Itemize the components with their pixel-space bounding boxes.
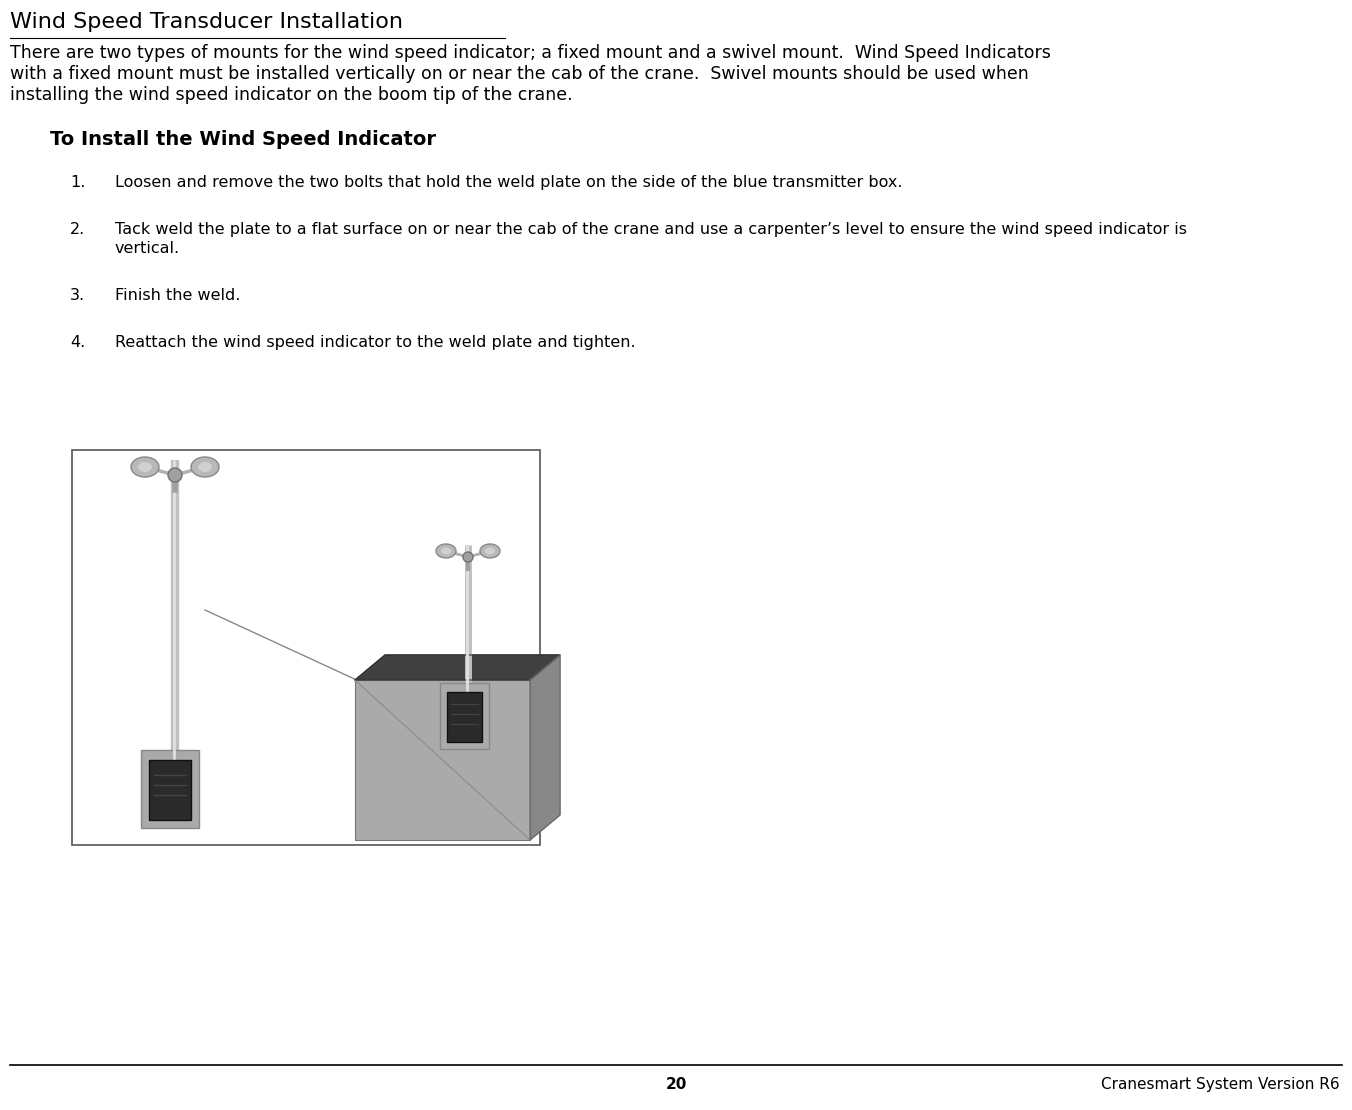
Text: 20: 20 xyxy=(665,1077,687,1092)
Text: Finish the weld.: Finish the weld. xyxy=(115,287,241,303)
Circle shape xyxy=(168,468,183,482)
Text: Loosen and remove the two bolts that hold the weld plate on the side of the blue: Loosen and remove the two bolts that hol… xyxy=(115,175,903,190)
Ellipse shape xyxy=(191,457,219,477)
Circle shape xyxy=(462,552,473,562)
Ellipse shape xyxy=(435,544,456,558)
Ellipse shape xyxy=(131,457,160,477)
Text: vertical.: vertical. xyxy=(115,241,180,256)
Bar xyxy=(439,683,489,749)
Text: 2.: 2. xyxy=(70,222,85,238)
Polygon shape xyxy=(530,655,560,840)
Text: There are two types of mounts for the wind speed indicator; a fixed mount and a : There are two types of mounts for the wi… xyxy=(9,44,1051,62)
Bar xyxy=(149,760,191,820)
Text: 1.: 1. xyxy=(70,175,85,190)
Text: Cranesmart System Version R6: Cranesmart System Version R6 xyxy=(1102,1077,1340,1092)
Bar xyxy=(72,450,539,845)
Text: 3.: 3. xyxy=(70,287,85,303)
Text: Tack weld the plate to a flat surface on or near the cab of the crane and use a : Tack weld the plate to a flat surface on… xyxy=(115,222,1187,238)
Text: Wind Speed Transducer Installation: Wind Speed Transducer Installation xyxy=(9,12,403,32)
Text: Reattach the wind speed indicator to the weld plate and tighten.: Reattach the wind speed indicator to the… xyxy=(115,335,635,350)
Bar xyxy=(356,680,530,840)
Ellipse shape xyxy=(485,547,495,555)
Text: installing the wind speed indicator on the boom tip of the crane.: installing the wind speed indicator on t… xyxy=(9,85,573,104)
Text: with a fixed mount must be installed vertically on or near the cab of the crane.: with a fixed mount must be installed ver… xyxy=(9,65,1029,83)
Bar xyxy=(141,750,199,828)
Ellipse shape xyxy=(480,544,500,558)
Polygon shape xyxy=(356,655,560,680)
Ellipse shape xyxy=(441,547,452,555)
Ellipse shape xyxy=(138,462,151,472)
Ellipse shape xyxy=(197,462,212,472)
Text: To Install the Wind Speed Indicator: To Install the Wind Speed Indicator xyxy=(50,130,435,149)
Text: 4.: 4. xyxy=(70,335,85,350)
Bar xyxy=(448,692,483,741)
